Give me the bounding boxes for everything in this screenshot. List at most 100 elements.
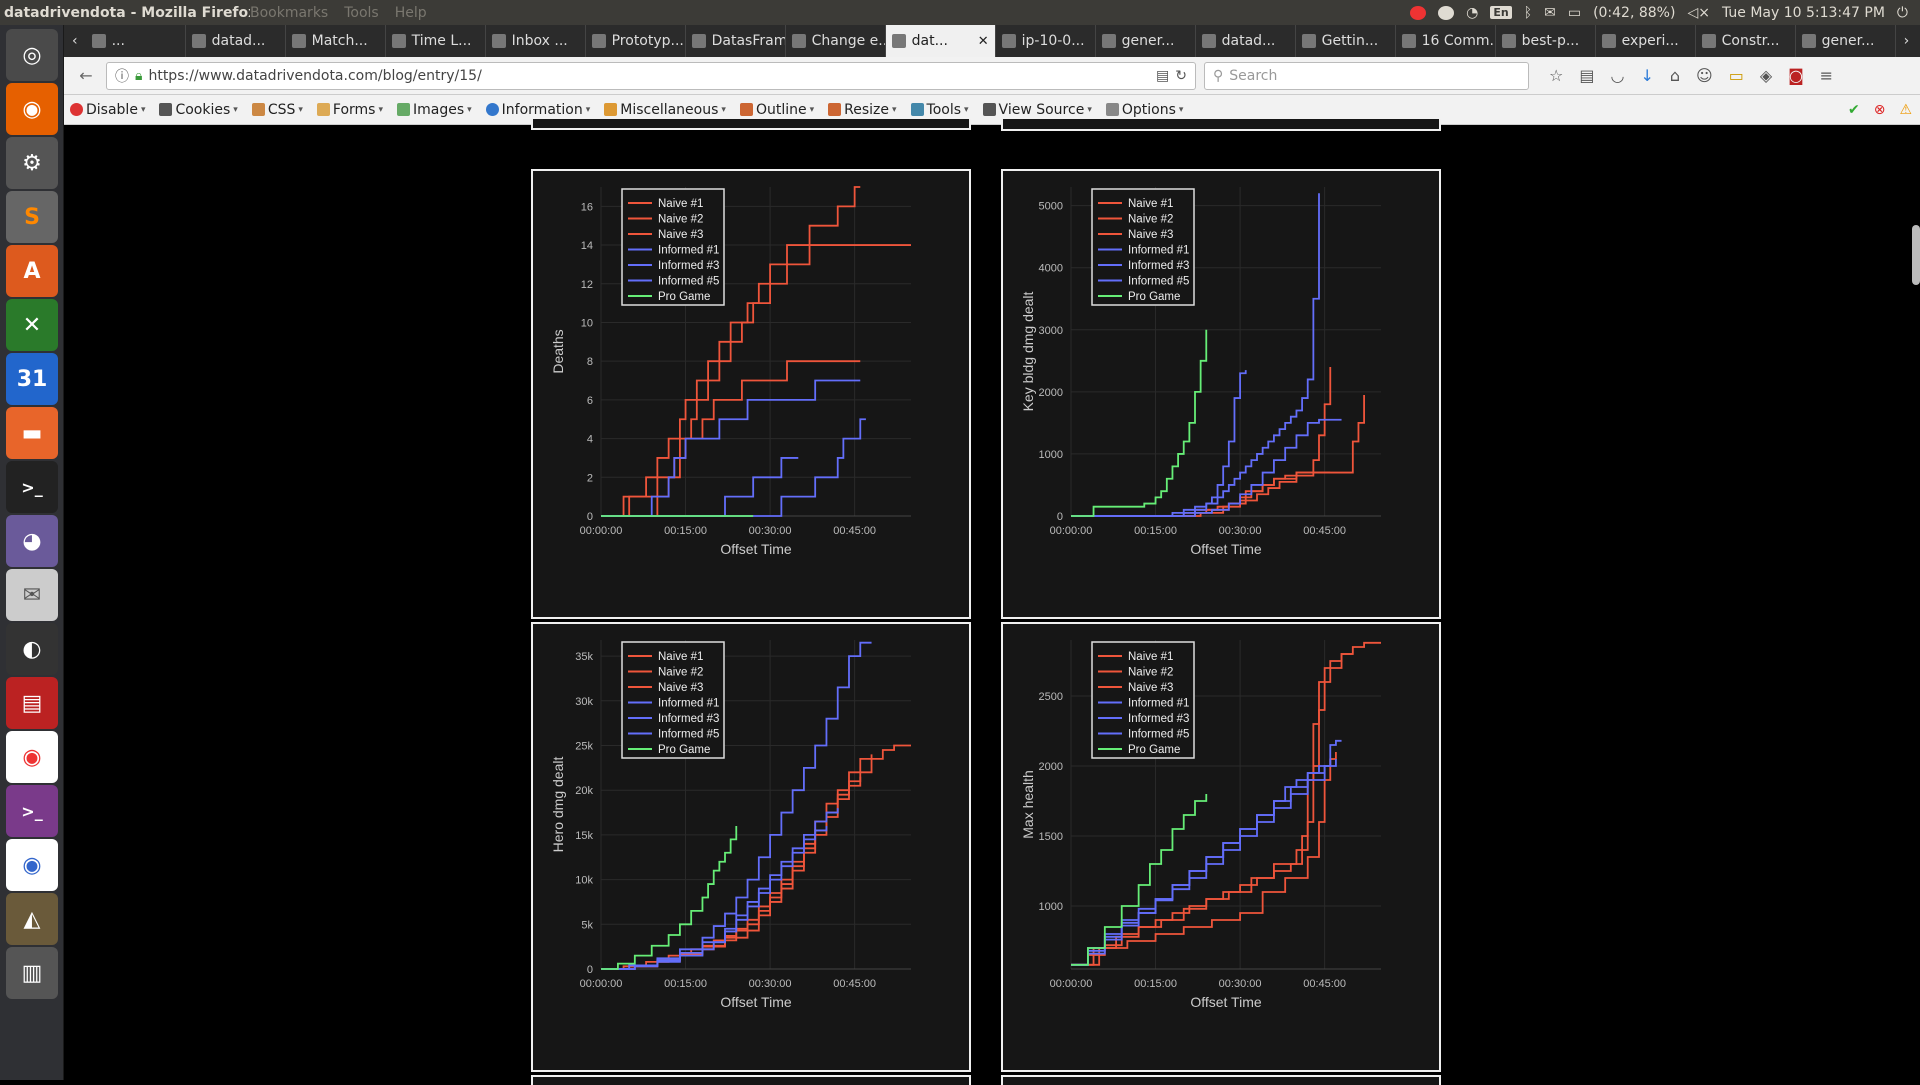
tab[interactable]: ... (86, 25, 186, 57)
system-settings-icon[interactable]: ⚙ (6, 137, 58, 189)
search-input[interactable]: Search (1229, 67, 1278, 84)
legend-entry[interactable]: Naive #3 (1128, 682, 1173, 694)
bookmark-star-icon[interactable]: ☆ (1549, 66, 1564, 85)
tab[interactable]: Gettin... (1296, 25, 1396, 57)
legend-entry[interactable]: Naive #1 (1128, 198, 1173, 210)
terminal-icon[interactable]: >_ (6, 461, 58, 513)
search-bar[interactable]: ⚲ Search (1204, 61, 1529, 90)
wifi-icon[interactable]: ◔ (1466, 4, 1479, 21)
legend-entry[interactable]: Informed #3 (658, 260, 719, 272)
legend-entry[interactable]: Naive #3 (1128, 229, 1173, 241)
sublime-text-icon[interactable]: S (6, 191, 58, 243)
tab[interactable]: best-p... (1496, 25, 1596, 57)
ubuntu-dash-icon[interactable]: ◎ (6, 29, 58, 81)
legend-entry[interactable]: Naive #2 (1128, 667, 1173, 679)
devbar-tools[interactable]: Tools ▾ (910, 102, 969, 118)
legend-entry[interactable]: Pro Game (1128, 744, 1180, 756)
legend-entry[interactable]: Informed #3 (658, 713, 719, 725)
legend-entry[interactable]: Pro Game (658, 291, 710, 303)
bookmarks-menu-icon[interactable]: ▤ (1579, 66, 1595, 85)
tab[interactable]: DatasFrame (686, 25, 786, 57)
tab-scroll-left-icon[interactable]: ‹ (72, 33, 78, 49)
url-bar[interactable]: ⓘ 🔒︎ https://www.datadrivendota.com/blog… (106, 61, 1196, 90)
battery-status[interactable]: (0:42, 88%) (1593, 4, 1676, 21)
terminal-alt-icon[interactable]: >_ (6, 785, 58, 837)
legend-entry[interactable]: Naive #1 (658, 651, 703, 663)
legend-entry[interactable]: Informed #1 (1128, 245, 1189, 257)
menu-tools[interactable]: Tools (344, 4, 379, 21)
legend-entry[interactable]: Informed #1 (1128, 698, 1189, 710)
tab[interactable]: 16 Comm... (1396, 25, 1496, 57)
mail-client-icon[interactable]: ✉ (6, 569, 58, 621)
legend-entry[interactable]: Pro Game (1128, 291, 1180, 303)
remote-desktop-icon[interactable]: ▤ (6, 677, 58, 729)
legend-entry[interactable]: Naive #2 (1128, 214, 1173, 226)
volume-icon[interactable]: ◁× (1687, 4, 1710, 21)
devbar-miscellaneous[interactable]: Miscellaneous ▾ (604, 102, 726, 118)
legend-entry[interactable]: Naive #2 (658, 214, 703, 226)
tab[interactable]: datad... (1196, 25, 1296, 57)
legend-entry[interactable]: Informed #5 (658, 729, 719, 741)
devbar-options[interactable]: Options ▾ (1105, 102, 1183, 118)
software-center-icon[interactable]: A (6, 245, 58, 297)
pidgin-icon[interactable]: ◕ (6, 515, 58, 567)
firefox-icon[interactable]: ◉ (6, 83, 58, 135)
ublock-icon[interactable]: ◙ (1788, 66, 1804, 85)
tab-active[interactable]: dat... ✕ (885, 25, 996, 57)
files-icon[interactable]: ▬ (6, 407, 58, 459)
legend-entry[interactable]: Informed #3 (1128, 713, 1189, 725)
scrollbar-thumb[interactable] (1912, 225, 1920, 285)
devbar-information[interactable]: Information ▾ (485, 102, 590, 118)
legend-entry[interactable]: Naive #3 (658, 229, 703, 241)
chrome-icon[interactable]: ◉ (6, 731, 58, 783)
devbar-resize[interactable]: Resize ▾ (828, 102, 897, 118)
devbar-outline[interactable]: Outline ▾ (739, 102, 814, 118)
legend-entry[interactable]: Informed #1 (658, 698, 719, 710)
gimp-icon[interactable]: ◭ (6, 893, 58, 945)
download-icon[interactable]: ↓ (1640, 66, 1654, 85)
tab-scroll-right-icon[interactable]: › (1903, 33, 1910, 49)
trash-icon[interactable]: ▥ (6, 947, 58, 999)
devbar-disable[interactable]: Disable ▾ (70, 102, 145, 118)
legend-entry[interactable]: Naive #2 (658, 667, 703, 679)
devbar-css[interactable]: CSS ▾ (251, 102, 303, 118)
home-icon[interactable]: ⌂ (1669, 66, 1680, 85)
chromium-icon[interactable]: ◉ (6, 839, 58, 891)
legend-entry[interactable]: Informed #5 (1128, 729, 1189, 741)
pocket-icon[interactable]: ◡ (1610, 66, 1625, 85)
back-arrow-icon[interactable]: ← (79, 66, 93, 85)
menu-help[interactable]: Help (394, 4, 427, 21)
tab[interactable]: Inbox ... (486, 25, 586, 57)
addon-icon[interactable]: ◈ (1759, 66, 1773, 85)
hamburger-menu-icon[interactable]: ≡ (1819, 66, 1834, 85)
legend-entry[interactable]: Pro Game (658, 744, 710, 756)
menu-bookmarks[interactable]: Bookmarks (250, 4, 329, 21)
chrome-indicator-icon[interactable] (1410, 5, 1427, 20)
mail-indicator-icon[interactable]: ✉ (1544, 4, 1556, 21)
info-icon[interactable]: ⓘ (115, 68, 129, 85)
url-text[interactable]: https://www.datadrivendota.com/blog/entr… (148, 67, 482, 84)
power-icon[interactable]: ⏻ (1896, 4, 1908, 21)
error-icon[interactable]: ⊗ (1873, 101, 1886, 118)
legend-entry[interactable]: Informed #1 (658, 245, 719, 257)
devbar-view-source[interactable]: View Source ▾ (982, 102, 1092, 118)
tab[interactable]: ip-10-0... (996, 25, 1096, 57)
legend-entry[interactable]: Naive #1 (1128, 651, 1173, 663)
reader-view-icon[interactable]: ▤ (1156, 67, 1170, 84)
bluetooth-icon[interactable]: ᛒ (1523, 4, 1533, 21)
battery-icon[interactable]: ▭ (1567, 4, 1582, 21)
tab[interactable]: datad... (186, 25, 286, 57)
devbar-images[interactable]: Images ▾ (397, 102, 472, 118)
tab[interactable]: gener... (1096, 25, 1196, 57)
tab[interactable]: Change e... (786, 25, 886, 57)
tab[interactable]: gener... (1796, 25, 1896, 57)
warning-icon[interactable]: ⚠ (1899, 101, 1912, 118)
clock[interactable]: Tue May 10 5:13:47 PM (1721, 4, 1885, 21)
hello-icon[interactable]: ☺ (1696, 66, 1713, 85)
tab[interactable]: Match... (286, 25, 386, 57)
devbar-cookies[interactable]: Cookies ▾ (159, 102, 238, 118)
spreadsheet-icon[interactable]: ✕ (6, 299, 58, 351)
legend-entry[interactable]: Informed #3 (1128, 260, 1189, 272)
devbar-forms[interactable]: Forms ▾ (316, 102, 383, 118)
calendar-icon[interactable]: 31 (6, 353, 58, 405)
